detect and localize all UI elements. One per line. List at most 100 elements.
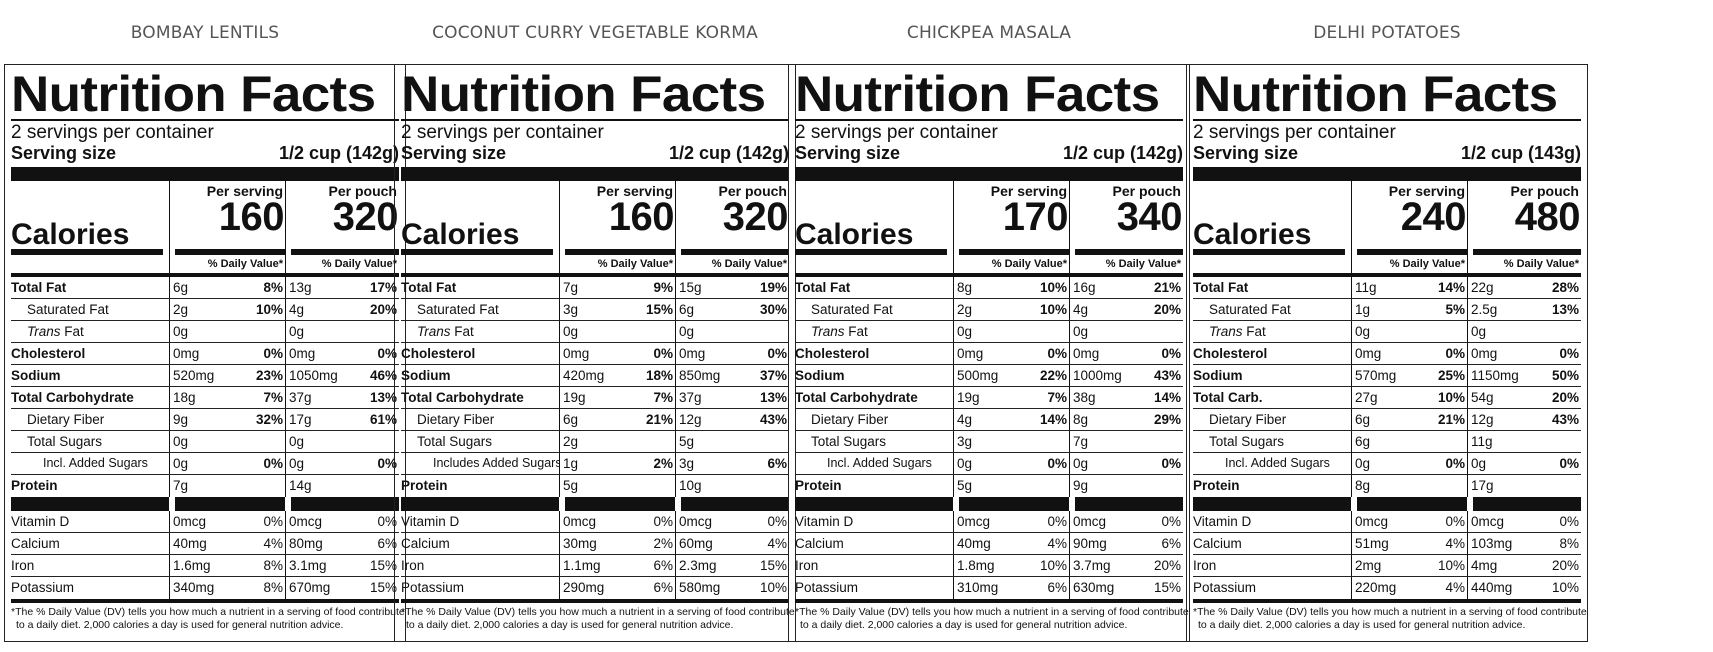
nutrient-name: Protein — [795, 478, 842, 493]
nutrient-values: 37g 13% — [675, 387, 789, 408]
nutrient-daily-value: 0% — [767, 346, 787, 361]
nutrient-daily-value: 4% — [767, 536, 787, 551]
per-pouch-column: Per pouch 320 — [285, 181, 399, 255]
nutrient-amount: 7g — [173, 478, 189, 493]
nutrient-values: 1000mg 43% — [1069, 365, 1183, 386]
nutrient-amount: 2.3mg — [679, 558, 717, 573]
nutrient-values: 0mg 0% — [1069, 343, 1183, 364]
product-name: BOMBAY LENTILS — [130, 23, 280, 43]
nutrient-values: 2g — [559, 431, 675, 452]
nutrient-name: Potassium — [401, 580, 465, 595]
nutrient-amount: 12g — [1471, 412, 1494, 427]
nutrient-values: 3.7mg 20% — [1069, 555, 1183, 576]
nutrient-amount: 1.8mg — [957, 558, 995, 573]
nutrient-values: 9g — [1069, 475, 1183, 497]
nutrient-values: 54g 20% — [1467, 387, 1581, 408]
nutrient-amount: 340mg — [173, 580, 215, 595]
calories-label: Calories — [795, 218, 914, 251]
nutrient-daily-value: 19% — [759, 280, 787, 295]
nutrient-daily-value: 6% — [377, 536, 397, 551]
footnote: *The % Daily Value (DV) tells you how mu… — [795, 603, 1189, 632]
serving-size-value: 1/2 cup (143g) — [1460, 143, 1581, 163]
nutrient-row: Potassium 220mg 4% 440mg 10% — [1193, 577, 1581, 599]
nutrient-values: 12g 43% — [1467, 409, 1581, 430]
nutrient-amount: 6g — [1355, 434, 1371, 449]
nutrient-daily-value: 21% — [1153, 280, 1181, 295]
nutrient-amount: 0g — [1073, 456, 1089, 471]
nutrient-values: 4g 14% — [953, 409, 1069, 430]
nutrient-row: Dietary Fiber 6g 21% 12g 43% — [401, 409, 789, 431]
footnote: *The % Daily Value (DV) tells you how mu… — [1193, 603, 1587, 632]
nutrient-amount: 9g — [173, 412, 189, 427]
per-pouch-calories: 320 — [332, 195, 399, 239]
nutrient-amount: 0mg — [563, 346, 590, 361]
nutrient-values: 290mg 6% — [559, 577, 675, 599]
nutrient-row: Total Fat 11g 14% 22g 28% — [1193, 277, 1581, 299]
nutrient-amount: 19g — [957, 390, 980, 405]
nutrient-daily-value: 10% — [1039, 558, 1067, 573]
nutrient-name: Sodium — [1193, 368, 1243, 383]
footnote-line-2: to a daily diet. 2,000 calories a day is… — [16, 619, 344, 631]
nutrient-values: 6g 8% — [169, 277, 285, 298]
nutrient-values: 420mg 18% — [559, 365, 675, 386]
nutrient-values: 0g 0% — [1069, 453, 1183, 474]
nutrient-amount: 11g — [1471, 434, 1493, 449]
nutrient-amount: 1150mg — [1471, 368, 1519, 383]
footnote-line-2: to a daily diet. 2,000 calories a day is… — [800, 619, 1128, 631]
nutrient-values: 1g 2% — [559, 453, 675, 474]
nutrient-daily-value: 8% — [1559, 536, 1579, 551]
nutrient-row: Total Fat 6g 8% 13g 17% — [11, 277, 399, 299]
serving-size-row: Serving size 1/2 cup (142g) — [795, 143, 1183, 164]
nutrient-values: 0mg 0% — [285, 343, 399, 364]
nutrient-amount: 0mcg — [1355, 514, 1389, 529]
nutrient-amount: 420mg — [563, 368, 605, 383]
nutrient-row: Iron 2mg 10% 4mg 20% — [1193, 555, 1581, 577]
nutrient-values: 19g 7% — [953, 387, 1069, 408]
nutrient-values: 2.5g 13% — [1467, 299, 1581, 320]
nutrient-values: 16g 21% — [1069, 277, 1183, 298]
product-name: CHICKPEA MASALA — [906, 23, 1072, 43]
footnote-rule — [1193, 599, 1581, 603]
nutrient-daily-value: 10% — [1437, 558, 1465, 573]
calories-cell: Calories — [1193, 181, 1351, 255]
nutrient-name: Vitamin D — [1193, 514, 1252, 529]
daily-value-header: % Daily Value* — [169, 255, 285, 273]
daily-value-header: % Daily Value* — [953, 255, 1069, 273]
nutrient-amount: 5g — [679, 434, 695, 449]
nutrient-daily-value: 14% — [1039, 412, 1067, 427]
nutrient-values: 51mg 4% — [1351, 533, 1467, 554]
nutrient-row: Vitamin D 0mcg 0% 0mcg 0% — [11, 511, 399, 533]
daily-value-header: % Daily Value* — [1069, 255, 1183, 273]
nutrient-daily-value: 17% — [369, 280, 397, 295]
nutrient-name-italic: Trans — [1209, 324, 1243, 339]
footnote-line-2: to a daily diet. 2,000 calories a day is… — [1198, 619, 1526, 631]
heading-rule — [795, 119, 1183, 121]
nutrient-name: Saturated Fat — [1209, 302, 1291, 317]
calories-row: Calories Per serving 160 Per pouch 320 — [401, 181, 789, 255]
serving-size-value: 1/2 cup (142g) — [1062, 143, 1183, 163]
nutrient-daily-value: 7% — [1047, 390, 1067, 405]
nutrient-values: 90mg 6% — [1069, 533, 1183, 554]
vitamins-divider — [795, 497, 1183, 511]
nutrient-daily-value: 20% — [369, 302, 397, 317]
nutrient-name: Total Sugars — [417, 434, 493, 449]
nutrient-row: Potassium 340mg 8% 670mg 15% — [11, 577, 399, 599]
nutrient-values: 17g 61% — [285, 409, 399, 430]
nutrient-daily-value: 2% — [653, 536, 673, 551]
nutrient-daily-value: 0% — [263, 346, 283, 361]
product-name: DELHI POTATOES — [1313, 23, 1461, 43]
nutrient-values: 0mg 0% — [169, 343, 285, 364]
column-rule — [959, 249, 1069, 255]
nutrient-amount: 7g — [1073, 434, 1089, 449]
heading-rule — [401, 119, 789, 121]
nutrient-row: Saturated Fat 2g 10% 4g 20% — [795, 299, 1183, 321]
nutrient-row: Saturated Fat 3g 15% 6g 30% — [401, 299, 789, 321]
nutrient-amount: 8g — [1355, 478, 1371, 493]
nutrient-values: 0g — [675, 321, 789, 342]
nutrient-daily-value: 43% — [1153, 368, 1181, 383]
nutrient-name: Trans Fat — [795, 321, 953, 342]
serving-size-label: Serving size — [795, 143, 901, 163]
nutrient-amount: 0mg — [1073, 346, 1100, 361]
vitamins-divider — [1193, 497, 1581, 511]
nutrient-values: 0g — [285, 431, 399, 452]
